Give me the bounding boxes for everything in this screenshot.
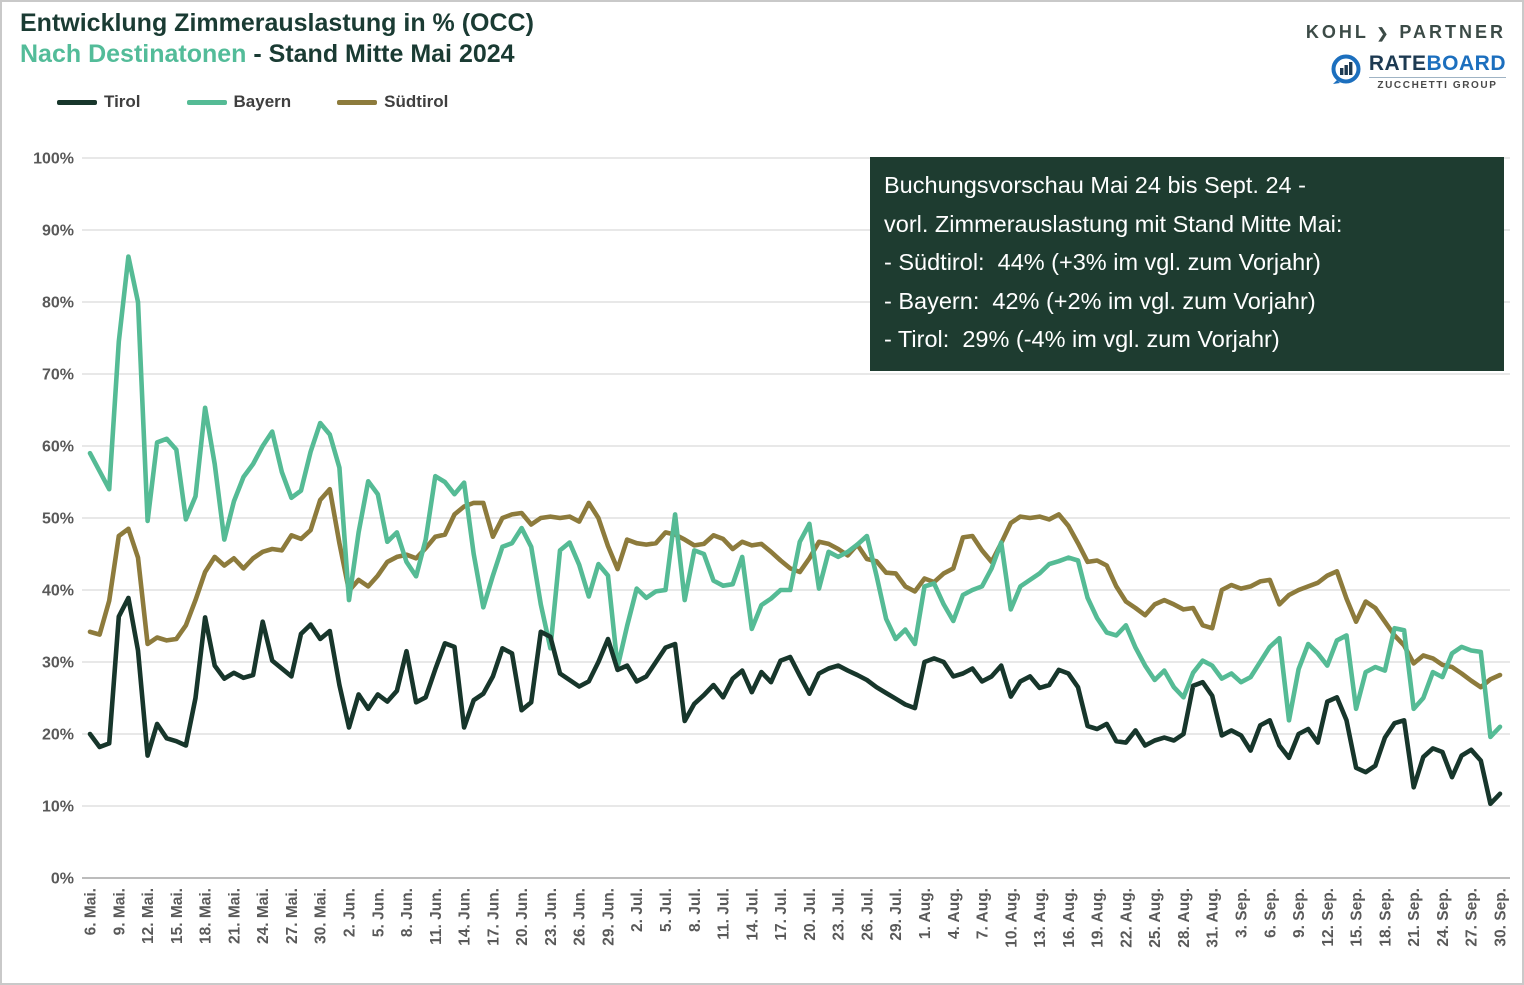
x-tick-label: 21. Mai. — [226, 888, 243, 944]
series-line-sdtirol — [87, 486, 1503, 690]
legend-label: Südtirol — [384, 92, 449, 111]
x-tick-label: 27. Sep. — [1464, 888, 1481, 947]
x-tick-label: 13. Aug. — [1032, 888, 1049, 948]
y-tick-label: 70% — [42, 366, 74, 383]
partner-text: PARTNER — [1399, 22, 1506, 42]
info-box-line: - Südtirol: 44% (+3% im vgl. zum Vorjahr… — [884, 249, 1321, 275]
x-tick-label: 12. Sep. — [1320, 888, 1337, 947]
x-tick-label: 23. Jun. — [543, 888, 560, 946]
legend-item-sdtirol: Südtirol — [337, 92, 448, 112]
x-tick-label: 15. Mai. — [169, 888, 186, 944]
legend-item-tirol: Tirol — [57, 92, 141, 112]
y-tick-label: 30% — [42, 654, 74, 671]
x-tick-label: 20. Jun. — [514, 888, 531, 946]
x-tick-label: 8. Jun. — [399, 888, 416, 937]
x-tick-label: 4. Aug. — [946, 888, 963, 939]
legend-label: Tirol — [104, 92, 141, 111]
legend-swatch — [337, 99, 378, 105]
x-tick-label: 12. Mai. — [140, 888, 157, 944]
page-subtitle: Nach Destinatonen - Stand Mitte Mai 2024 — [20, 39, 534, 70]
x-tick-label: 10. Aug. — [1003, 888, 1020, 948]
booking-forecast-info-box: Buchungsvorschau Mai 24 bis Sept. 24 - vo… — [870, 157, 1504, 371]
x-tick-label: 9. Mai. — [111, 888, 128, 935]
info-box-line: Buchungsvorschau Mai 24 bis Sept. 24 - — [884, 172, 1306, 198]
info-box-line: - Bayern: 42% (+2% im vgl. zum Vorjahr) — [884, 287, 1316, 314]
info-box-line: vorl. Zimmerauslastung mit Stand Mitte M… — [884, 210, 1343, 237]
x-tick-label: 14. Jun. — [457, 888, 474, 946]
x-tick-label: 18. Mai. — [198, 888, 215, 944]
y-tick-label: 40% — [42, 582, 74, 599]
x-tick-label: 23. Jul. — [831, 888, 848, 941]
branding: KOHL ❯ PARTNER RATEBOARD ZUCCHETTI GROUP — [1306, 22, 1506, 92]
y-tick-label: 100% — [33, 150, 74, 167]
x-tick-label: 18. Sep. — [1377, 888, 1394, 947]
legend-swatch — [57, 99, 97, 105]
legend-label: Bayern — [233, 92, 292, 111]
x-tick-label: 26. Jun. — [572, 888, 589, 946]
x-tick-label: 20. Jul. — [802, 888, 819, 941]
x-tick-label: 11. Jun. — [428, 888, 445, 945]
legend-item-bayern: Bayern — [186, 92, 292, 112]
x-tick-label: 17. Jul. — [773, 888, 790, 941]
x-tick-label: 17. Jun. — [485, 888, 502, 946]
x-tick-label: 1. Aug. — [917, 888, 934, 939]
x-tick-label: 21. Sep. — [1406, 888, 1423, 947]
chart-legend: Tirol Bayern Südtirol — [57, 92, 448, 112]
board-text: BOARD — [1426, 52, 1506, 75]
x-tick-label: 31. Aug. — [1205, 888, 1222, 948]
x-tick-label: 25. Aug. — [1147, 888, 1164, 948]
x-tick-label: 26. Jul. — [859, 888, 876, 941]
x-tick-label: 19. Aug. — [1090, 888, 1107, 948]
subtitle-highlight: Nach Destinatonen — [20, 40, 247, 68]
chart-header: Entwicklung Zimmerauslastung in % (OCC) … — [20, 8, 534, 70]
x-tick-label: 6. Mai. — [83, 888, 100, 935]
x-tick-label: 14. Jul. — [744, 888, 761, 941]
x-tick-label: 5. Jun. — [370, 888, 387, 937]
page-title: Entwicklung Zimmerauslastung in % (OCC) — [20, 9, 534, 37]
y-tick-label: 90% — [42, 222, 74, 239]
x-tick-label: 24. Sep. — [1435, 888, 1452, 947]
subtitle-rest: - Stand Mitte Mai 2024 — [246, 40, 515, 68]
rateboard-logo: RATEBOARD ZUCCHETTI GROUP — [1329, 53, 1506, 92]
x-tick-label: 8. Jul. — [687, 888, 704, 932]
x-tick-label: 22. Aug. — [1118, 888, 1135, 948]
y-tick-label: 60% — [42, 438, 74, 455]
zucchetti-group-text: ZUCCHETTI GROUP — [1368, 77, 1506, 91]
rateboard-text: RATEBOARD ZUCCHETTI GROUP — [1368, 52, 1506, 91]
x-tick-label: 2. Jul. — [629, 888, 646, 932]
chart-circle-icon — [1329, 53, 1363, 92]
rate-text: RATE — [1368, 52, 1427, 75]
x-tick-label: 5. Jul. — [658, 888, 675, 932]
info-box-line: - Tirol: 29% (-4% im vgl. zum Vorjahr) — [884, 326, 1280, 352]
x-tick-label: 29. Jun. — [600, 888, 617, 946]
legend-swatch — [186, 99, 227, 105]
rateboard-name: RATEBOARD — [1369, 52, 1506, 75]
x-tick-label: 27. Mai. — [284, 888, 301, 944]
y-tick-label: 20% — [42, 726, 74, 743]
x-tick-label: 29. Jul. — [888, 888, 905, 941]
kohl-text: KOHL — [1305, 22, 1369, 42]
y-tick-label: 80% — [42, 294, 74, 311]
x-tick-label: 30. Sep. — [1493, 888, 1510, 947]
x-tick-label: 9. Sep. — [1291, 888, 1308, 938]
x-tick-label: 15. Sep. — [1349, 888, 1366, 947]
x-tick-label: 11. Jul. — [716, 888, 733, 940]
arrow-icon: ❯ — [1376, 25, 1392, 41]
x-tick-label: 28. Aug. — [1176, 888, 1193, 948]
x-tick-label: 2. Jun. — [341, 888, 358, 937]
x-tick-label: 3. Sep. — [1234, 888, 1251, 938]
series-line-bayern — [87, 254, 1503, 740]
x-tick-label: 30. Mai. — [313, 888, 330, 944]
x-tick-label: 6. Sep. — [1262, 888, 1279, 938]
y-tick-label: 0% — [51, 870, 74, 887]
y-tick-label: 10% — [42, 798, 74, 815]
series-line-tirol — [87, 595, 1503, 807]
x-tick-label: 16. Aug. — [1061, 888, 1078, 948]
kohl-partner-logo: KOHL ❯ PARTNER — [1306, 22, 1506, 43]
x-tick-label: 24. Mai. — [255, 888, 272, 944]
x-tick-label: 7. Aug. — [975, 888, 992, 939]
y-tick-label: 50% — [42, 510, 74, 527]
